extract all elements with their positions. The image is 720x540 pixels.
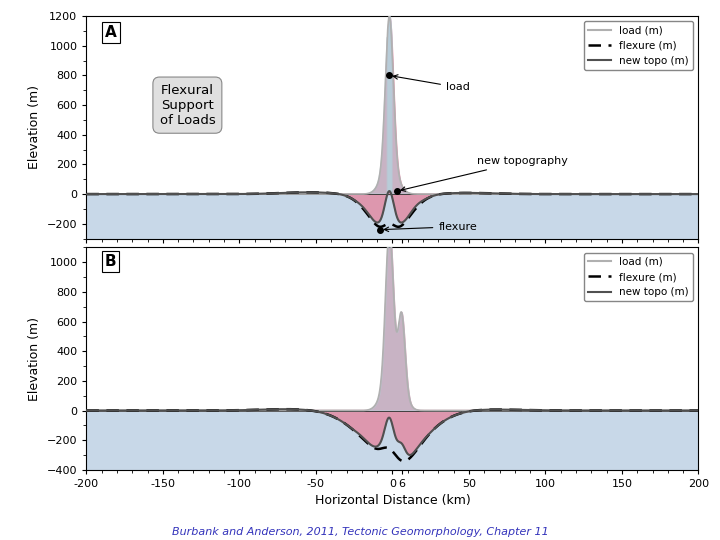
- Y-axis label: Elevation (m): Elevation (m): [28, 85, 41, 170]
- Text: new topography: new topography: [401, 157, 567, 191]
- Text: B: B: [105, 254, 117, 269]
- Y-axis label: Elevation (m): Elevation (m): [28, 316, 41, 401]
- Text: Burbank and Anderson, 2011, Tectonic Geomorphology, Chapter 11: Burbank and Anderson, 2011, Tectonic Geo…: [171, 527, 549, 537]
- Text: load: load: [393, 75, 470, 92]
- Text: Flexural
Support
of Loads: Flexural Support of Loads: [160, 84, 215, 127]
- Legend: load (m), flexure (m), new topo (m): load (m), flexure (m), new topo (m): [584, 253, 693, 301]
- Text: flexure: flexure: [384, 221, 477, 232]
- Text: A: A: [105, 25, 117, 40]
- X-axis label: Horizontal Distance (km): Horizontal Distance (km): [315, 495, 470, 508]
- Legend: load (m), flexure (m), new topo (m): load (m), flexure (m), new topo (m): [584, 22, 693, 70]
